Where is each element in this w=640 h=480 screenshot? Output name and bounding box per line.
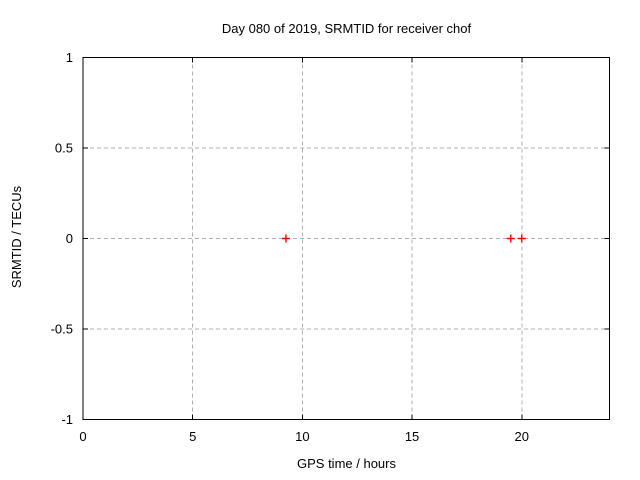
data-point-marker <box>281 234 290 243</box>
x-axis-label: GPS time / hours <box>297 456 396 471</box>
y-tick-label: 0.5 <box>55 141 73 156</box>
data-point-marker <box>517 234 526 243</box>
x-tick-label: 15 <box>405 429 419 444</box>
y-tick-label: -0.5 <box>51 322 73 337</box>
y-tick-label: 1 <box>66 50 73 65</box>
data-point-marker <box>506 234 515 243</box>
x-tick-label: 0 <box>79 429 86 444</box>
chart-title: Day 080 of 2019, SRMTID for receiver cho… <box>221 21 472 36</box>
y-tick-label: -1 <box>61 412 73 427</box>
x-tick-label: 10 <box>295 429 309 444</box>
y-tick-label: 0 <box>66 231 73 246</box>
x-tick-label: 20 <box>515 429 529 444</box>
x-tick-label: 5 <box>189 429 196 444</box>
